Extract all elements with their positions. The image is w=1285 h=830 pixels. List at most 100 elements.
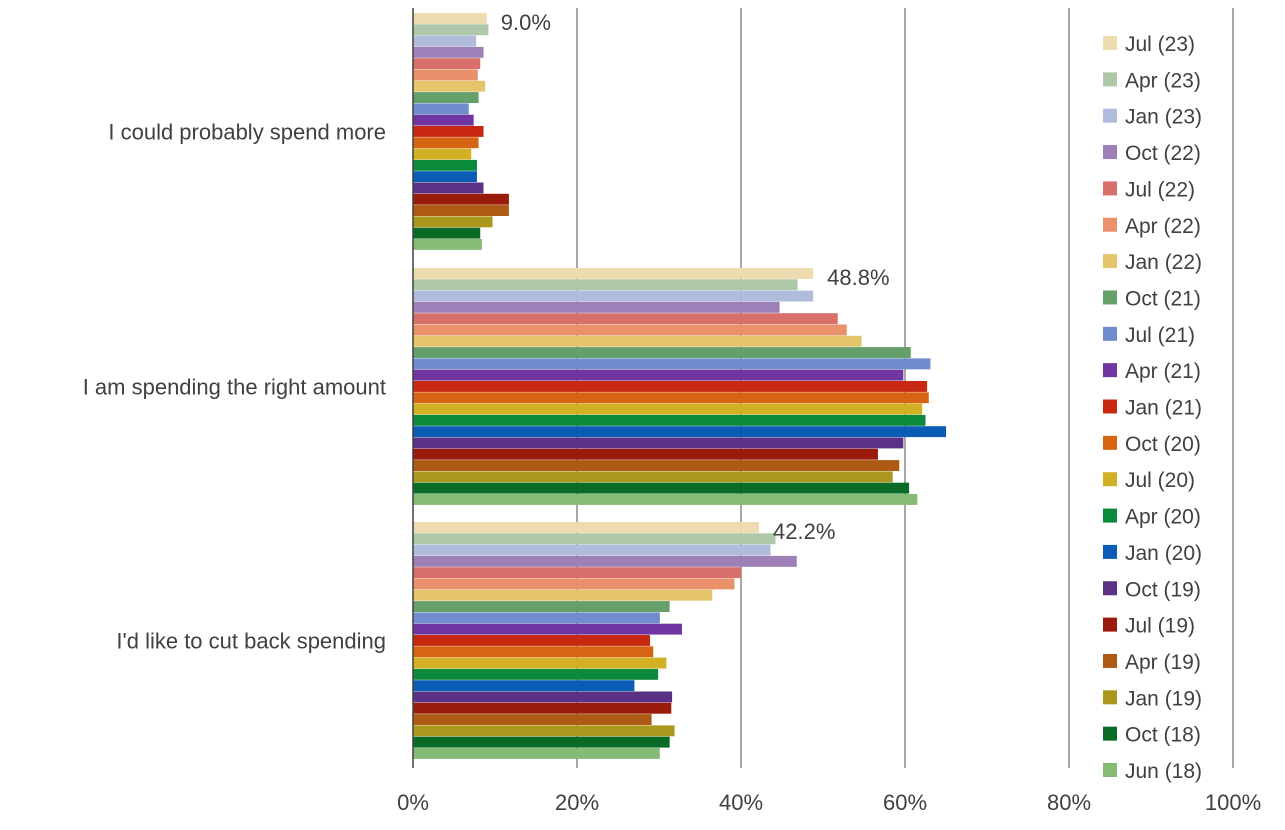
category-labels: I could probably spend more I am spending… [83, 120, 386, 654]
bar [413, 24, 489, 36]
legend-swatch [1103, 581, 1117, 596]
bar [413, 460, 900, 471]
legend-swatch [1103, 653, 1117, 668]
legend-swatch [1103, 254, 1117, 269]
bar [413, 567, 741, 579]
bar [413, 403, 923, 415]
bar [413, 227, 481, 239]
bar [413, 182, 484, 194]
bar [413, 216, 493, 228]
legend-swatch [1103, 690, 1117, 705]
legend-label: Apr (20) [1125, 506, 1201, 529]
legend-swatch [1103, 617, 1117, 632]
legend-swatch [1103, 326, 1117, 341]
category-label: I could probably spend more [108, 120, 386, 145]
legend-label: Apr (21) [1125, 360, 1201, 383]
bar [413, 324, 847, 336]
legend-swatch [1103, 290, 1117, 305]
legend-label: Apr (19) [1125, 651, 1201, 674]
bar [413, 544, 771, 556]
x-tick-label: 60% [883, 790, 927, 815]
bar [413, 555, 797, 567]
legend-swatch [1103, 544, 1117, 559]
legend-label: Jan (21) [1125, 397, 1202, 420]
legend-label: Jan (19) [1125, 687, 1202, 710]
category-label: I am spending the right amount [83, 375, 386, 400]
bar [413, 522, 760, 533]
bar [413, 691, 673, 703]
data-labels: 9.0% 48.8% 42.2% [501, 10, 890, 544]
legend-swatch [1103, 145, 1117, 160]
legend-label: Jul (21) [1125, 324, 1195, 347]
bar [413, 437, 904, 449]
bar [413, 426, 946, 438]
bar [413, 80, 486, 92]
bar [413, 137, 479, 149]
legend-label: Jan (23) [1125, 106, 1202, 129]
legend-swatch [1103, 435, 1117, 450]
bar [413, 159, 477, 171]
bar [413, 471, 893, 483]
legend-label: Jul (22) [1125, 178, 1195, 201]
bar [413, 35, 477, 47]
bar [413, 448, 878, 460]
legend-label: Jul (19) [1125, 615, 1195, 638]
bar [413, 392, 929, 404]
legend-swatch [1103, 72, 1117, 87]
x-tick-label: 20% [555, 790, 599, 815]
legend-swatch [1103, 508, 1117, 523]
bar [413, 714, 652, 725]
bar [413, 668, 659, 680]
bar [413, 335, 862, 347]
bar [413, 646, 654, 658]
bar [413, 347, 911, 358]
bar [413, 92, 479, 103]
bar [413, 268, 814, 279]
bar [413, 114, 474, 126]
bar [413, 13, 487, 24]
legend: Jul (23) Apr (23) Jan (23) Oct (22) Jul (22)… [1103, 33, 1202, 783]
x-tick-label: 0% [397, 790, 429, 815]
x-tick-label: 80% [1047, 790, 1091, 815]
bar [413, 205, 509, 216]
bar [413, 589, 713, 601]
legend-label: Apr (23) [1125, 69, 1201, 92]
legend-label: Jul (20) [1125, 469, 1195, 492]
bar [413, 358, 931, 370]
bar [413, 612, 660, 624]
bar [413, 736, 670, 748]
bar [413, 725, 675, 737]
bar [413, 482, 910, 494]
legend-label: Oct (21) [1125, 287, 1201, 310]
legend-label: Jan (20) [1125, 542, 1202, 565]
bar [413, 313, 838, 325]
bar [413, 58, 481, 70]
data-label: 9.0% [501, 10, 551, 35]
bar [413, 680, 635, 692]
data-label: 42.2% [773, 519, 835, 544]
bar [413, 290, 814, 302]
legend-swatch [1103, 108, 1117, 123]
bar [413, 702, 672, 714]
bar [413, 369, 904, 381]
legend-swatch [1103, 217, 1117, 232]
x-tick-labels: 0% 20% 40% 60% 80% 100% [397, 790, 1261, 815]
legend-label: Jul (23) [1125, 33, 1195, 56]
legend-swatch [1103, 726, 1117, 741]
bar [413, 623, 682, 635]
legend-label: Oct (20) [1125, 433, 1201, 456]
bar [413, 171, 477, 183]
legend-label: Jan (22) [1125, 251, 1202, 274]
bar [413, 748, 660, 759]
bar [413, 494, 918, 505]
bar [413, 301, 780, 313]
category-label: I'd like to cut back spending [116, 629, 386, 654]
legend-swatch [1103, 36, 1117, 50]
bar [413, 126, 484, 137]
legend-swatch [1103, 472, 1117, 487]
legend-swatch [1103, 181, 1117, 196]
bar [413, 635, 650, 646]
legend-swatch [1103, 399, 1117, 414]
bar [413, 103, 469, 115]
